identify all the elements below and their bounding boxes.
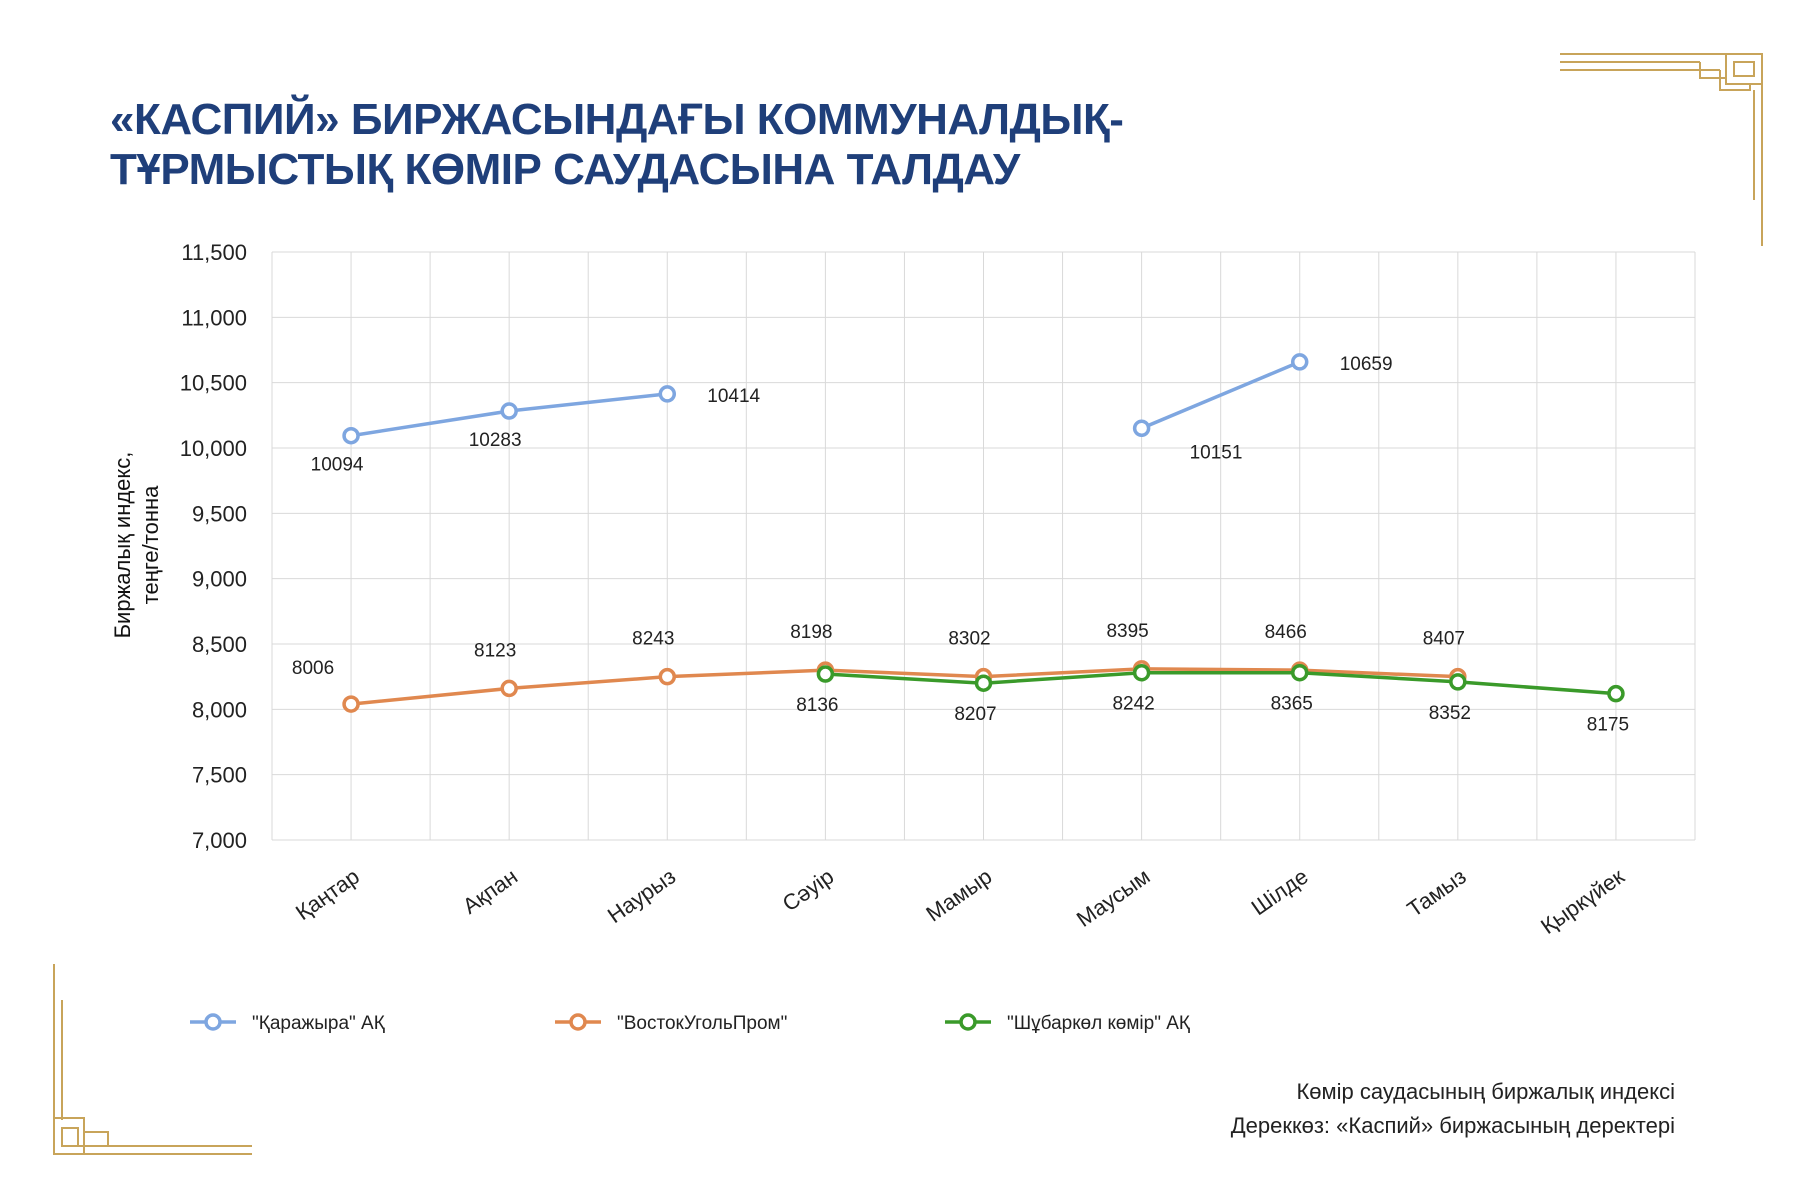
x-tick-label: Мамыр — [921, 864, 996, 927]
y-tick-label: 10,500 — [180, 371, 247, 396]
data-label: 8207 — [954, 704, 996, 725]
y-tick-label: 7,500 — [192, 763, 247, 788]
series-point — [1607, 684, 1625, 703]
data-label: 10151 — [1190, 442, 1243, 463]
data-label: 8243 — [632, 629, 674, 650]
page-title-line-2: ТҰРМЫСТЫҚ КӨМІР САУДАСЫНА ТАЛДАУ — [110, 145, 1020, 194]
data-label: 8365 — [1271, 694, 1313, 715]
x-tick-label: Қыркүйек — [1536, 863, 1629, 939]
y-axis-title-line: Биржалық индекс, — [110, 452, 135, 639]
data-label: 8407 — [1423, 629, 1465, 650]
y-tick-label: 7,000 — [192, 828, 247, 853]
legend-marker — [569, 1013, 587, 1031]
series-line — [350, 667, 1458, 706]
legend-label: "ВостокУгольПром" — [617, 1013, 787, 1034]
data-label: 10094 — [311, 455, 364, 476]
data-label: 8242 — [1112, 694, 1154, 715]
corner-ornament-bottom-left — [53, 964, 252, 1155]
series-line — [1140, 360, 1301, 430]
data-label: 8123 — [474, 640, 516, 661]
y-tick-label: 9,000 — [192, 567, 247, 592]
data-label: 8395 — [1106, 621, 1148, 642]
series-point — [1449, 673, 1467, 691]
y-tick-label: 10,000 — [180, 436, 247, 461]
series-point — [1132, 419, 1151, 438]
data-label: 8466 — [1265, 622, 1307, 643]
legend-marker — [959, 1013, 977, 1031]
data-label: 10283 — [469, 430, 522, 451]
x-tick-label: Маусым — [1072, 864, 1155, 932]
series-point — [500, 402, 518, 420]
series-point — [500, 679, 518, 698]
chart-caption: Көмір саудасының биржалық индексі Дерекк… — [1231, 1075, 1675, 1143]
data-label: 8352 — [1429, 703, 1471, 724]
x-tick-label: Ақпан — [458, 864, 522, 919]
y-tick-label: 8,000 — [192, 697, 247, 722]
y-tick-label: 11,500 — [181, 240, 247, 265]
x-tick-label: Наурыз — [603, 864, 680, 929]
series-point — [1132, 663, 1151, 682]
series-point — [658, 667, 677, 686]
y-tick-label: 9,500 — [192, 501, 247, 526]
x-tick-label: Қаңтар — [291, 864, 364, 925]
y-axis-title: Биржалық индекс, теңге/тонна — [110, 452, 163, 639]
series-point — [1290, 353, 1309, 371]
caption-description: Көмір саудасының биржалық индексі — [1296, 1079, 1675, 1104]
data-label: 8175 — [1587, 715, 1629, 736]
data-label: 8136 — [796, 695, 838, 716]
series-point — [658, 385, 677, 403]
series-point — [816, 665, 835, 683]
legend-marker — [204, 1013, 222, 1031]
x-tick-label: Тамыз — [1403, 864, 1471, 922]
page-title-line-1: «КАСПИЙ» БИРЖАСЫНДАҒЫ КОММУНАЛДЫҚ- — [110, 95, 1124, 144]
legend-label: "Шұбаркөл көмір" АҚ — [1007, 1013, 1190, 1034]
series-line — [825, 670, 1617, 696]
data-label: 8302 — [948, 629, 990, 650]
x-tick-label: Сәуір — [778, 864, 838, 917]
series-point — [342, 426, 360, 445]
x-tick-label: Шілде — [1247, 864, 1313, 921]
y-tick-label: 8,500 — [192, 632, 247, 657]
y-tick-label: 11,000 — [181, 305, 247, 330]
data-label: 10659 — [1340, 354, 1393, 375]
page-title: «КАСПИЙ» БИРЖАСЫНДАҒЫ КОММУНАЛДЫҚ- ТҰРМЫ… — [110, 95, 1360, 195]
series-point — [342, 695, 360, 713]
y-axis-title-line: теңге/тонна — [138, 485, 163, 604]
data-label: 10414 — [707, 386, 760, 407]
legend-label: "Қаражыра" АҚ — [252, 1013, 385, 1034]
caption-source: Дереккөз: «Каспий» биржасының деректері — [1230, 1113, 1675, 1138]
series-point — [1290, 663, 1309, 682]
data-label: 8198 — [790, 622, 832, 643]
corner-ornament-top-right — [1560, 53, 1763, 246]
series-point — [974, 674, 993, 692]
data-label: 8006 — [292, 658, 334, 679]
